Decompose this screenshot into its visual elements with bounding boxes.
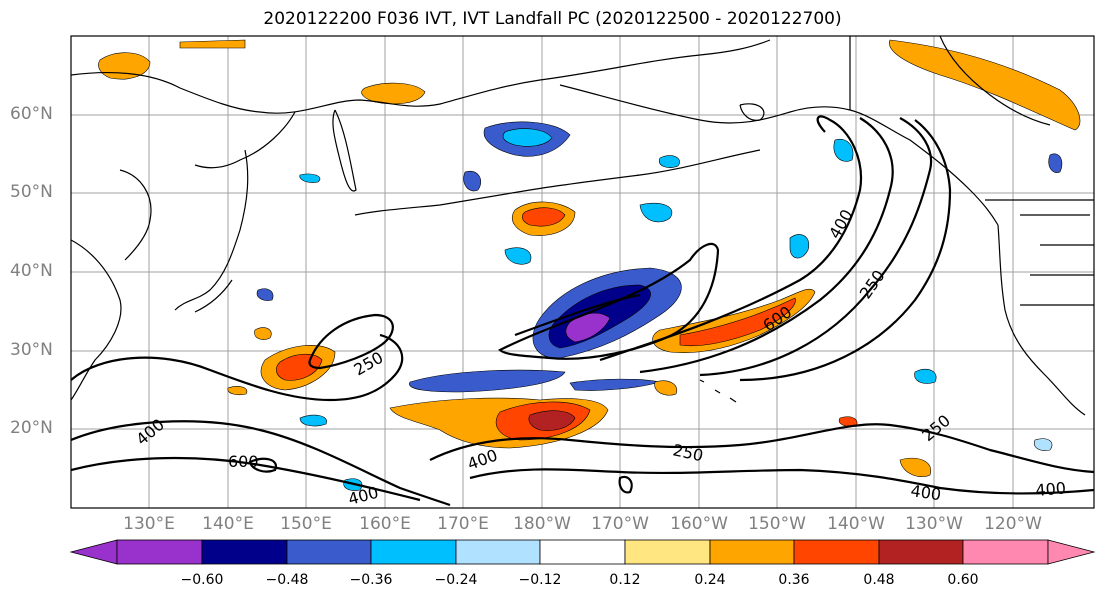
- lon-label: 150°E: [280, 514, 332, 534]
- colorbar-tick-label: −0.36: [349, 572, 393, 588]
- lon-label: 140°E: [202, 514, 254, 534]
- colorbar-arrow-high: [1047, 539, 1096, 565]
- ivt-line-contours: [71, 115, 1094, 507]
- contour-label: 250: [351, 348, 387, 380]
- lat-label: 60°N: [10, 104, 53, 124]
- colorbar-tick-label: −0.48: [265, 572, 309, 588]
- map-title: 2020122200 F036 IVT, IVT Landfall PC (20…: [263, 9, 842, 29]
- coastlines: [71, 36, 1094, 416]
- ivt-filled-contours: [98, 39, 1081, 491]
- contour-label: 400: [909, 481, 942, 504]
- contour-label: 400: [1035, 478, 1067, 500]
- colorbar-tick-label: 0.12: [609, 572, 641, 588]
- colorbar-arrow-low: [69, 539, 118, 565]
- lon-label: 180°W: [513, 514, 571, 534]
- contour-label: 600: [228, 452, 259, 471]
- colorbar: [69, 539, 1096, 565]
- lon-label: 130°E: [123, 514, 175, 534]
- colorbar-tick-label: 0.48: [863, 572, 895, 588]
- lon-label: 160°W: [670, 514, 728, 534]
- lon-label: 130°W: [905, 514, 963, 534]
- colorbar-tick-label: 0.60: [947, 572, 979, 588]
- map-frame: [70, 35, 1095, 509]
- colorbar-tick-label: 0.24: [694, 572, 726, 588]
- colorbar-tick-label: −0.12: [518, 572, 562, 588]
- colorbar-tick-label: 0.36: [778, 572, 810, 588]
- lon-label: 140°W: [827, 514, 885, 534]
- lon-label: 120°W: [984, 514, 1042, 534]
- colorbar-tick-label: −0.60: [180, 572, 224, 588]
- lat-label: 50°N: [10, 182, 53, 202]
- contour-label: 400: [825, 206, 857, 242]
- contour-label: 250: [918, 411, 954, 445]
- lat-label: 20°N: [10, 418, 53, 438]
- lon-label: 170°E: [437, 514, 489, 534]
- colorbar-tick-label: −0.24: [434, 572, 478, 588]
- lat-label: 30°N: [10, 340, 53, 360]
- lon-label: 160°E: [359, 514, 411, 534]
- contour-label: 400: [132, 415, 168, 449]
- lon-label: 150°W: [748, 514, 806, 534]
- lon-label: 170°W: [591, 514, 649, 534]
- contour-label: 400: [465, 445, 500, 473]
- lat-label: 40°N: [10, 261, 53, 281]
- map-gridlines: [71, 36, 1094, 508]
- contour-label: 250: [671, 440, 705, 465]
